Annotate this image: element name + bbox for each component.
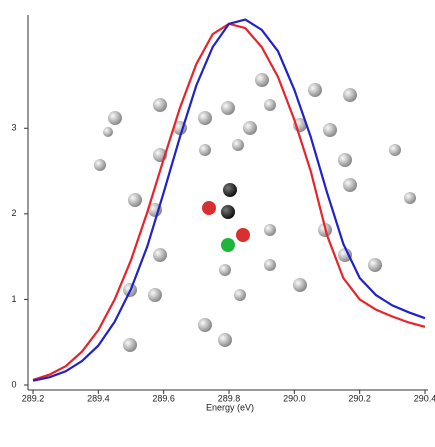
x-tick-label: 289.2: [22, 393, 45, 403]
x-tick-label: 289.4: [87, 393, 110, 403]
molecule-illustration: [94, 73, 416, 352]
y-tick-label: 1: [11, 294, 16, 304]
x-axis-label: Energy (eV): [206, 402, 254, 412]
series-line: [32, 22, 426, 381]
y-tick-label: 3: [11, 123, 16, 133]
x-tick-label: 290.4: [414, 393, 435, 403]
y-tick-label: 2: [11, 208, 16, 218]
x-tick-label: 289.6: [152, 393, 175, 403]
x-tick-label: 290.0: [283, 393, 306, 403]
y-tick-label: 0: [11, 379, 16, 389]
x-tick-label: 289.8: [218, 393, 241, 403]
series-line: [32, 18, 426, 382]
x-tick-label: 290.2: [348, 393, 371, 403]
